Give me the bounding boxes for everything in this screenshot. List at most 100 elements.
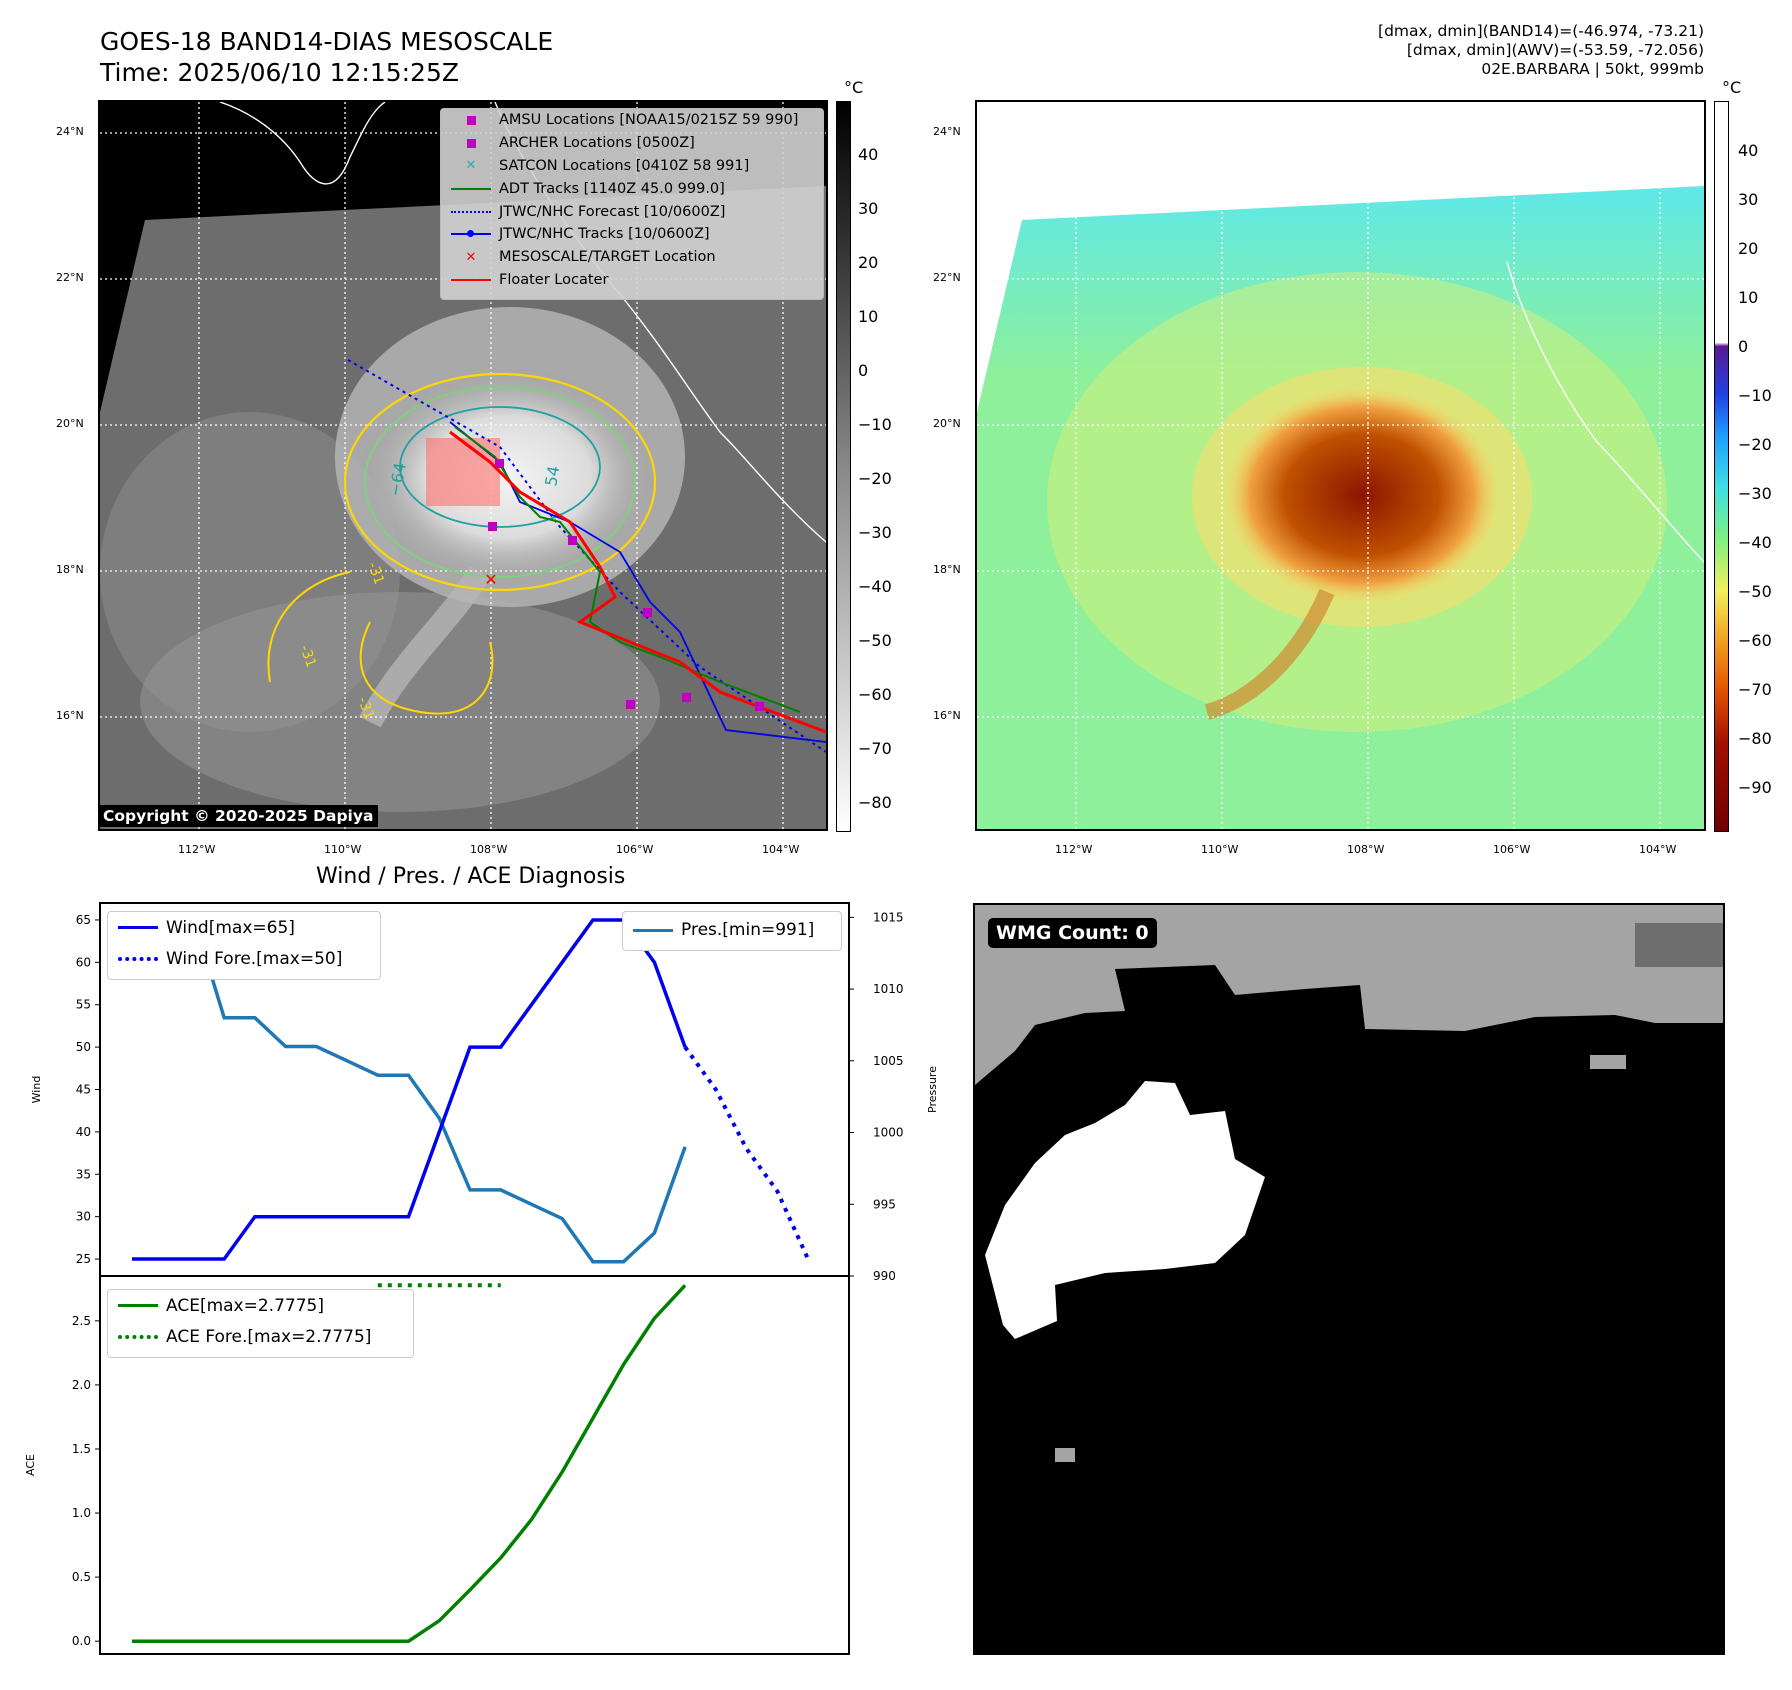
ace-tick-label: 0.5 [72, 1570, 91, 1584]
ace-legend-row: ACE[max=2.7775] [108, 1290, 413, 1321]
colorbar-tick: 10 [858, 307, 879, 326]
legend-label: Floater Locater [499, 271, 609, 288]
info-line-3: 02E.BARBARA | 50kt, 999mb [1481, 60, 1704, 78]
colorbar-tick: −40 [858, 577, 892, 596]
legend-archer: ARCHER Locations [0500Z] [441, 132, 823, 155]
wind-tick-label: 30 [76, 1210, 91, 1224]
ace-tick-label: 1.5 [72, 1442, 91, 1456]
wind-tick-label: 35 [76, 1167, 91, 1181]
lon-label: 112°W [178, 843, 216, 856]
wmg-gray-dot [1055, 1448, 1075, 1462]
legend-label: ACE[max=2.7775] [166, 1295, 324, 1316]
title-line-2: Time: 2025/06/10 12:15:25Z [100, 58, 459, 87]
wind-forecast-line [683, 1045, 810, 1260]
contour-label-5: -31 [354, 695, 377, 722]
floater-track [449, 430, 826, 734]
wmg-dark-patch [1635, 923, 1723, 967]
pressure-tick-label: 1005 [873, 1054, 904, 1068]
wind-tick-label: 45 [76, 1083, 91, 1097]
lon-label: 108°W [470, 843, 508, 856]
lon-label: 112°W [1055, 843, 1093, 856]
awv-gridlines [977, 102, 1704, 829]
right-colorbar-unit: °C [1722, 78, 1742, 97]
line-icon [449, 271, 493, 289]
legend-label: SATCON Locations [0410Z 58 991] [499, 157, 750, 174]
colorbar-tick: −30 [858, 523, 892, 542]
wmg-white-region [985, 1081, 1265, 1339]
lat-label: 18°N [56, 563, 84, 576]
legend-adt: ADT Tracks [1140Z 45.0 999.0] [441, 177, 823, 200]
wmg-panel [973, 903, 1725, 1655]
info-line-2: [dmax, dmin](AWV)=(-53.59, -72.056) [1406, 41, 1704, 59]
wind-legend-row: Wind[max=65] [108, 912, 380, 943]
lat-label: 20°N [56, 417, 84, 430]
colorbar-tick: 20 [858, 253, 879, 272]
contour-green [364, 386, 636, 578]
pressure-tick-label: 1015 [873, 910, 904, 924]
colorbar-tick: −30 [1738, 484, 1772, 503]
lon-label: 110°W [1201, 843, 1239, 856]
legend-label: ACE Fore.[max=2.7775] [166, 1326, 372, 1347]
contour-yellow-south [359, 621, 494, 715]
wmg-gray-patch [1590, 1055, 1626, 1069]
colorbar-tick: 40 [1738, 141, 1759, 160]
ace-tick-label: 2.0 [72, 1378, 91, 1392]
colorbar-tick: −60 [1738, 631, 1772, 650]
lat-label: 18°N [933, 563, 961, 576]
line-icon [116, 919, 160, 937]
floater-box [426, 438, 500, 506]
storm-cold-core [1222, 385, 1502, 605]
ace-axis-label: ACE [24, 1454, 37, 1476]
lon-label: 110°W [324, 843, 362, 856]
contour-yellow-spiral [267, 571, 351, 683]
lon-label: 108°W [1347, 843, 1385, 856]
baja-coastline [219, 102, 386, 185]
lon-label: 106°W [1493, 843, 1531, 856]
ace-tick-label: 1.0 [72, 1506, 91, 1520]
x-marker-icon: ✕ [465, 158, 477, 174]
dotted-line-icon [116, 950, 160, 968]
wind-legend: Wind[max=65] Wind Fore.[max=50] [107, 911, 381, 980]
pressure-tick-label: 995 [873, 1197, 896, 1211]
colorbar-tick: −10 [1738, 386, 1772, 405]
wind-tick-label: 65 [76, 913, 91, 927]
wind-tick-label: 25 [76, 1252, 91, 1266]
colorbar-tick: −50 [858, 631, 892, 650]
pressure-legend: Pres.[min=991] [622, 911, 842, 951]
legend-mesoscale: ✕ MESOSCALE/TARGET Location [441, 246, 823, 269]
wind-tick-label: 55 [76, 998, 91, 1012]
colorbar-tick: −70 [858, 739, 892, 758]
colorbar-tick: 30 [858, 199, 879, 218]
lon-label: 104°W [1639, 843, 1677, 856]
storm-info: [dmax, dmin](BAND14)=(-46.974, -73.21) [… [1378, 22, 1704, 79]
wind-tick-label: 50 [76, 1040, 91, 1054]
legend-satcon: ✕ SATCON Locations [0410Z 58 991] [441, 155, 823, 178]
colorbar-tick: −70 [1738, 680, 1772, 699]
x-marker-icon: ✕ [465, 249, 477, 265]
band14-map-svg: −64 54 -31 -31 -31 ✕ [100, 102, 826, 829]
wmg-gray-region [975, 905, 1723, 1085]
cloud-band-south [140, 592, 660, 812]
wind-tick-label: 60 [76, 955, 91, 969]
legend-label: ARCHER Locations [0500Z] [499, 135, 695, 152]
colorbar-tick: 0 [858, 361, 869, 380]
contour-label-2: 54 [541, 464, 563, 487]
legend-label: Wind[max=65] [166, 917, 295, 938]
lat-label: 24°N [56, 125, 84, 138]
colorbar-tick: −20 [858, 469, 892, 488]
colorbar-tick: −90 [1738, 778, 1772, 797]
line-icon [449, 180, 493, 198]
contour-yellow-outer [343, 372, 657, 592]
copyright-badge: Copyright © 2020-2025 Dapiya [98, 805, 379, 827]
left-colorbar-unit: °C [844, 78, 864, 97]
awv-map-svg [977, 102, 1704, 829]
colorbar-tick: −50 [1738, 582, 1772, 601]
pressure-tick-label: 1000 [873, 1126, 904, 1140]
cloud-spiral-band [359, 565, 491, 728]
amsu-markers [488, 459, 764, 711]
square-marker-icon [449, 111, 493, 129]
square-marker-icon [449, 134, 493, 152]
colorbar-tick: −40 [1738, 533, 1772, 552]
colorbar-tick: 40 [858, 145, 879, 164]
contour-teal [399, 406, 601, 528]
